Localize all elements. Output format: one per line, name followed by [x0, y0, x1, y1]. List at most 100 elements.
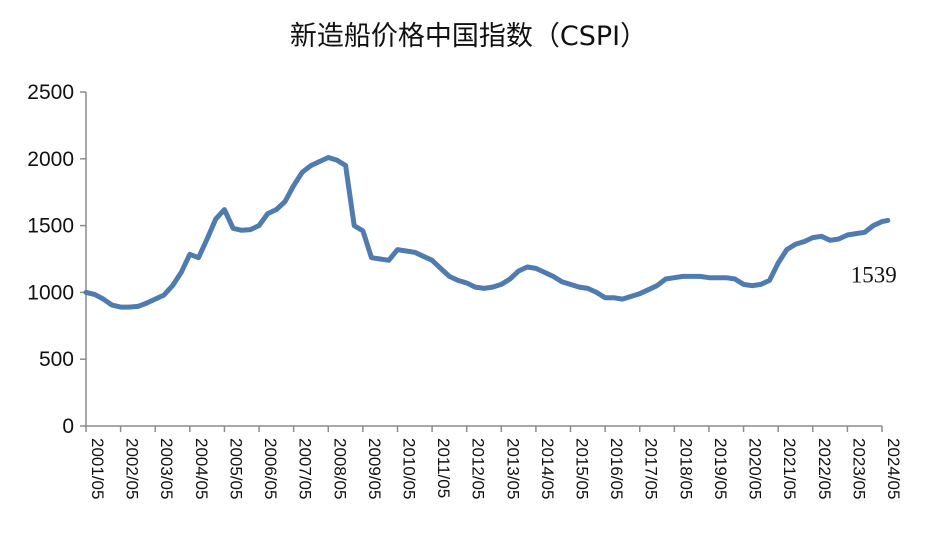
data-point — [474, 286, 477, 288]
data-point — [526, 266, 529, 268]
data-point — [881, 220, 883, 223]
y-tick: 2500 — [27, 81, 86, 104]
data-point — [543, 271, 546, 274]
data-point — [855, 232, 857, 235]
data-point — [604, 296, 606, 299]
data-point — [630, 295, 632, 298]
y-tick: 1000 — [27, 281, 86, 304]
data-point — [310, 164, 312, 167]
data-point — [102, 298, 105, 300]
data-point — [699, 275, 702, 278]
x-tick-label: 2011/05 — [434, 438, 453, 498]
data-point — [223, 208, 226, 211]
data-point — [119, 306, 122, 308]
data-point — [682, 275, 684, 278]
x-tick-label: 2018/05 — [676, 438, 695, 499]
x-tick-label: 2017/05 — [642, 438, 661, 499]
x-tick-label: 2010/05 — [399, 438, 418, 499]
data-point — [85, 291, 87, 294]
x-tick-label: 2006/05 — [261, 438, 280, 499]
x-tick-label: 2014/05 — [538, 438, 557, 499]
data-point — [163, 294, 165, 296]
x-tick-label: 2012/05 — [469, 438, 488, 499]
data-point — [647, 288, 650, 291]
data-point — [820, 235, 823, 238]
data-point — [760, 283, 762, 286]
data-point — [803, 240, 805, 243]
data-point — [327, 156, 330, 159]
data-point — [405, 250, 407, 252]
data-point — [595, 291, 598, 294]
data-point — [725, 276, 728, 279]
x-tick-label: 2024/05 — [884, 438, 903, 499]
x-tick-label: 2001/05 — [88, 438, 107, 499]
data-point — [569, 283, 572, 286]
data-point — [638, 292, 641, 295]
x-axis-ticks: 2001/05 2002/05 2003/05 2004/05 2005/05 2006/… — [85, 426, 903, 499]
data-point — [829, 239, 831, 242]
chart-axes — [85, 92, 882, 427]
data-point — [388, 259, 390, 262]
data-point — [621, 298, 624, 300]
data-point — [206, 238, 208, 240]
data-point — [777, 262, 779, 264]
data-point — [887, 219, 889, 222]
data-point — [249, 228, 252, 231]
data-point — [189, 253, 191, 256]
data-point — [197, 256, 200, 259]
data-point — [275, 208, 278, 211]
data-point — [240, 229, 243, 232]
x-tick-label: 2008/05 — [330, 438, 349, 499]
x-tick-label: 2022/05 — [815, 438, 834, 499]
data-point — [716, 276, 719, 279]
data-point — [171, 284, 174, 287]
data-point — [561, 280, 563, 283]
data-point — [846, 234, 849, 236]
data-point — [370, 256, 373, 259]
y-tick: 0 — [62, 415, 86, 438]
y-tick-label: 0 — [62, 415, 74, 438]
data-point — [613, 296, 615, 299]
chart-title: 新造船价格中国指数（CSPI） — [289, 21, 648, 52]
x-tick-label: 2013/05 — [503, 438, 522, 499]
data-point — [768, 279, 771, 282]
x-tick-label: 2003/05 — [157, 438, 176, 499]
data-point — [448, 275, 451, 278]
data-point — [137, 305, 139, 308]
data-point — [751, 284, 753, 287]
y-axis-ticks: 0 500 1000 1500 2000 2500 — [27, 81, 86, 438]
data-point — [362, 230, 364, 232]
data-point — [517, 270, 520, 272]
y-tick-label: 500 — [39, 348, 74, 371]
data-point — [292, 184, 295, 187]
data-point — [422, 255, 425, 258]
data-point — [794, 243, 797, 246]
data-point — [379, 258, 382, 260]
data-point — [145, 302, 148, 304]
x-tick-label: 2007/05 — [296, 438, 315, 499]
data-point — [318, 160, 321, 163]
x-tick-label: 2005/05 — [226, 438, 245, 499]
x-tick-label: 2021/05 — [780, 438, 799, 499]
data-point — [812, 236, 814, 239]
x-tick-label: 2020/05 — [746, 438, 765, 499]
data-point — [872, 224, 875, 227]
data-point — [93, 293, 96, 296]
data-point — [837, 238, 840, 240]
data-point — [431, 259, 433, 262]
data-point — [491, 286, 494, 288]
y-tick-label: 1500 — [27, 215, 74, 238]
data-point — [786, 248, 788, 251]
y-tick: 500 — [39, 348, 86, 371]
x-tick-label: 2002/05 — [123, 438, 142, 499]
data-point — [500, 283, 503, 286]
data-point — [301, 171, 304, 173]
chart-annotations: 1539 — [851, 262, 897, 287]
data-point — [509, 278, 511, 280]
data-point — [154, 298, 156, 300]
data-point — [483, 287, 485, 290]
data-point — [742, 283, 745, 286]
data-point — [457, 279, 459, 282]
